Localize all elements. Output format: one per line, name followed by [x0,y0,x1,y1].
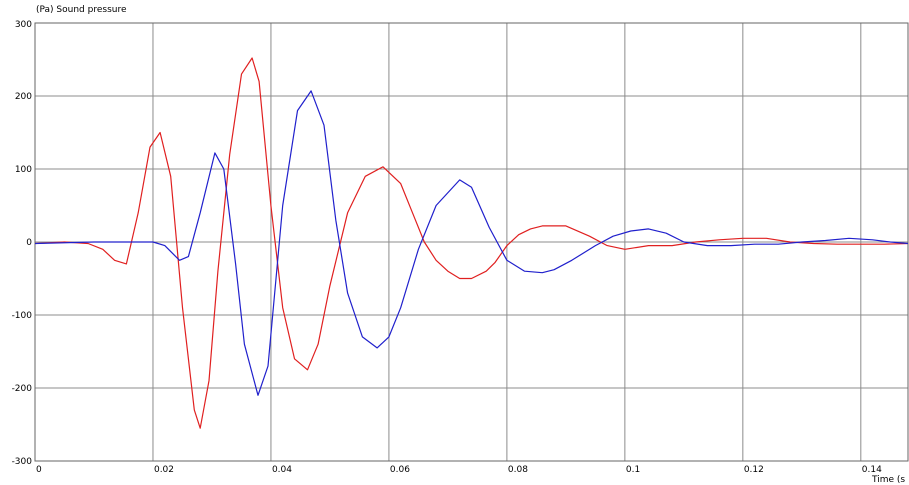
y-axis-ticks: 300 200 100 0 -100 -200 -300 [12,20,33,467]
plot-border [34,22,909,462]
y-tick-label: -100 [12,311,33,321]
x-axis-label: Time (s [871,475,905,485]
y-tick-label: 200 [15,92,32,102]
x-tick-label: 0.08 [508,465,528,475]
y-tick-label: -300 [12,457,33,467]
y-tick-label: -200 [12,384,33,394]
y-axis-label: (Pa) Sound pressure [36,5,127,15]
series-line-2 [34,90,909,396]
y-tick-label: 300 [15,20,32,30]
x-tick-label: 0.12 [744,465,764,475]
series-line-1 [34,57,909,429]
x-tick-label: 0.06 [390,465,410,475]
y-tick-label: 0 [26,238,32,248]
y-tick-label: 100 [15,165,32,175]
plot-frame [34,22,909,462]
x-tick-label: 0 [36,465,42,475]
x-tick-label: 0.04 [272,465,292,475]
x-tick-label: 0.14 [862,465,882,475]
x-tick-label: 0.02 [154,465,174,475]
x-tick-label: 0.1 [626,465,640,475]
series-layer [34,57,909,429]
x-axis-ticks: 0 0.02 0.04 0.06 0.08 0.1 0.12 0.14 [36,465,882,475]
chart-grid [34,22,908,462]
